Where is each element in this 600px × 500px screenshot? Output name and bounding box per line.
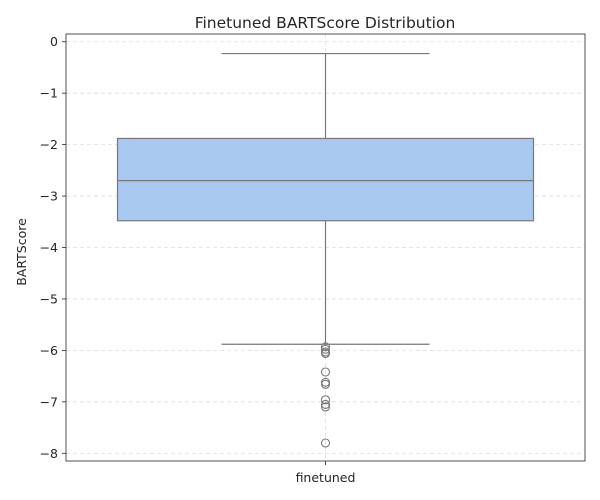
y-tick-label: −8 — [40, 446, 58, 461]
outlier-point — [320, 399, 331, 409]
outlier-point — [320, 379, 331, 389]
y-tick-label: −3 — [40, 189, 58, 204]
outlier-point — [320, 367, 331, 377]
outlier-point — [320, 342, 331, 352]
x-tick-label: finetuned — [296, 470, 356, 485]
outlier-point — [320, 344, 331, 354]
y-tick-label: 0 — [50, 34, 58, 49]
y-tick-label: −5 — [40, 291, 58, 306]
outlier-point — [320, 438, 331, 448]
y-axis-label: BARTScore — [14, 218, 29, 286]
x-ticks: finetuned — [296, 461, 356, 485]
iqr-box — [116, 137, 535, 222]
y-tick-label: −6 — [40, 343, 58, 358]
outlier-point — [320, 348, 331, 359]
y-tick-label: −1 — [40, 86, 58, 101]
y-tick-label: −4 — [40, 240, 58, 255]
outlier-point — [320, 402, 331, 412]
y-tick-label: −2 — [40, 137, 58, 152]
y-tick-label: −7 — [40, 394, 58, 409]
box-group — [116, 52, 535, 448]
y-ticks: 0 −1 −2 −3 −4 −5 −6 −7 −8 — [40, 34, 66, 461]
chart-title: Finetuned BARTScore Distribution — [195, 14, 456, 32]
outlier-point — [320, 395, 331, 405]
